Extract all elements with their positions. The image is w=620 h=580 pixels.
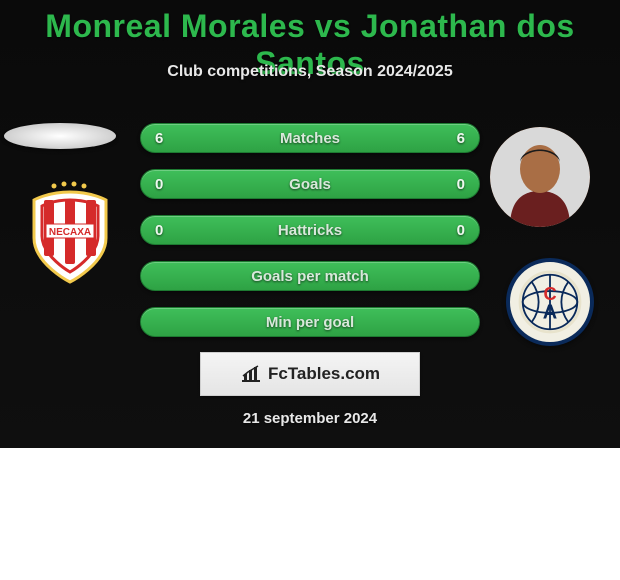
stat-label: Goals [141,170,479,198]
club-right-logo-club-america: C A [506,258,594,346]
svg-text:NECAXA: NECAXA [49,227,91,238]
stat-row-min-per-goal: Min per goal [140,307,480,337]
stat-right-value [451,308,479,336]
stat-row-goals-per-match: Goals per match [140,261,480,291]
chart-icon [240,365,262,383]
stat-right-value: 0 [443,170,479,198]
comparison-bars: 6 Matches 6 0 Goals 0 0 Hattricks 0 Goal… [140,123,480,353]
stat-label: Goals per match [141,262,479,290]
svg-text:A: A [543,301,557,323]
brand-text: FcTables.com [268,364,380,384]
player-left-avatar [4,123,116,149]
player-right-avatar [490,127,590,227]
stat-row-goals: 0 Goals 0 [140,169,480,199]
stat-right-value: 6 [443,124,479,152]
stat-label: Hattricks [141,216,479,244]
subtitle: Club competitions, Season 2024/2025 [0,63,620,81]
stat-row-hattricks: 0 Hattricks 0 [140,215,480,245]
stat-right-value [451,262,479,290]
brand-footer: FcTables.com [200,352,420,396]
stat-row-matches: 6 Matches 6 [140,123,480,153]
stat-label: Min per goal [141,308,479,336]
stat-right-value: 0 [443,216,479,244]
date-text: 21 september 2024 [0,410,620,427]
stat-label: Matches [141,124,479,152]
club-left-logo-necaxa: NECAXA [20,178,120,286]
